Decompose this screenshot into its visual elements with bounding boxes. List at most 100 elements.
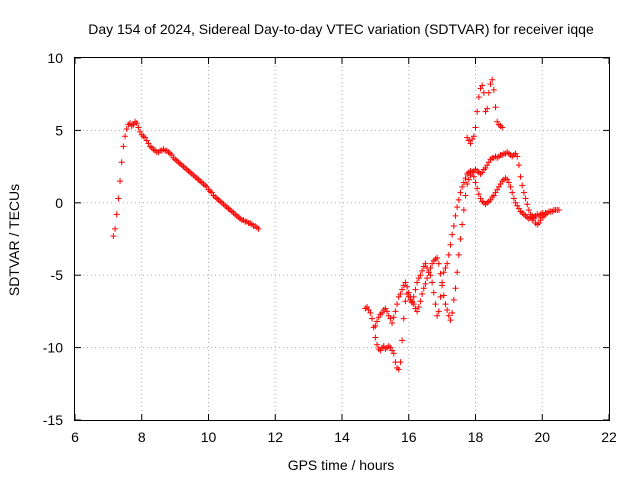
chart-title: Day 154 of 2024, Sidereal Day-to-day VTE… bbox=[88, 21, 594, 37]
data-point bbox=[440, 269, 447, 276]
data-point bbox=[524, 201, 531, 208]
data-point bbox=[412, 286, 419, 293]
data-point bbox=[462, 175, 469, 182]
y-tick-label: 10 bbox=[47, 50, 63, 66]
x-tick-label: 8 bbox=[138, 429, 146, 445]
x-tick-label: 10 bbox=[201, 429, 217, 445]
data-point bbox=[519, 182, 526, 189]
y-tick-label: -10 bbox=[43, 340, 63, 356]
data-point bbox=[474, 108, 481, 115]
data-point bbox=[414, 279, 421, 286]
series-arc-3 bbox=[372, 149, 549, 329]
data-point bbox=[395, 366, 402, 373]
data-point bbox=[407, 293, 414, 300]
x-tick-label: 18 bbox=[468, 429, 484, 445]
data-point bbox=[470, 133, 477, 140]
data-point bbox=[472, 179, 479, 186]
x-tick-label: 14 bbox=[334, 429, 350, 445]
data-point bbox=[520, 189, 527, 196]
data-point bbox=[390, 350, 397, 357]
data-point bbox=[449, 309, 456, 316]
data-point bbox=[397, 291, 404, 298]
data-point bbox=[444, 306, 451, 313]
data-point bbox=[374, 341, 381, 348]
data-point bbox=[465, 176, 472, 183]
data-point bbox=[455, 251, 462, 258]
data-point bbox=[419, 267, 426, 274]
data-point bbox=[372, 334, 379, 341]
data-point bbox=[397, 359, 404, 366]
data-point bbox=[414, 308, 421, 315]
x-tick-label: 22 bbox=[601, 429, 617, 445]
series-arc-1 bbox=[110, 118, 262, 240]
data-point bbox=[389, 319, 396, 326]
data-point bbox=[394, 301, 401, 308]
data-point bbox=[384, 308, 391, 315]
data-point bbox=[489, 76, 496, 83]
data-point bbox=[454, 269, 461, 276]
data-point bbox=[470, 173, 477, 180]
data-point bbox=[110, 233, 117, 240]
data-point bbox=[484, 105, 491, 112]
data-series bbox=[110, 76, 562, 373]
data-point bbox=[530, 215, 537, 222]
data-point bbox=[485, 89, 492, 96]
data-point bbox=[450, 222, 457, 229]
data-point bbox=[522, 195, 529, 202]
data-point bbox=[399, 337, 406, 344]
data-point bbox=[462, 192, 469, 199]
data-point bbox=[505, 179, 512, 186]
data-point bbox=[457, 236, 464, 242]
data-point bbox=[459, 183, 466, 190]
data-point bbox=[492, 104, 499, 111]
data-point bbox=[415, 304, 422, 311]
data-point bbox=[499, 124, 506, 131]
data-point bbox=[454, 204, 461, 211]
data-point bbox=[400, 315, 407, 322]
data-point bbox=[452, 285, 459, 292]
data-point bbox=[459, 221, 466, 228]
data-point bbox=[434, 254, 441, 261]
data-point bbox=[405, 289, 412, 296]
data-point bbox=[450, 296, 457, 303]
data-point bbox=[123, 125, 130, 132]
data-point bbox=[464, 180, 471, 187]
data-point bbox=[480, 89, 487, 96]
data-point bbox=[445, 251, 452, 258]
data-point bbox=[437, 293, 444, 300]
data-point bbox=[510, 195, 517, 202]
data-point bbox=[479, 82, 486, 89]
data-point bbox=[517, 173, 524, 180]
data-point bbox=[442, 301, 449, 308]
data-point bbox=[474, 185, 481, 192]
data-point bbox=[555, 207, 562, 214]
data-point bbox=[387, 315, 394, 322]
data-point bbox=[404, 283, 411, 290]
x-tick-label: 6 bbox=[71, 429, 79, 445]
x-axis-label: GPS time / hours bbox=[288, 457, 395, 473]
data-point bbox=[410, 301, 417, 308]
x-tick-label: 20 bbox=[534, 429, 550, 445]
data-point bbox=[507, 183, 514, 190]
data-point bbox=[425, 269, 432, 276]
series-arc-4 bbox=[464, 76, 506, 147]
data-point bbox=[367, 309, 374, 316]
data-point bbox=[514, 153, 521, 160]
data-point bbox=[392, 308, 399, 315]
data-point bbox=[432, 301, 439, 308]
data-point bbox=[422, 280, 429, 287]
data-point bbox=[435, 260, 442, 267]
data-point bbox=[115, 195, 122, 202]
data-point bbox=[490, 86, 497, 93]
data-point bbox=[427, 264, 434, 271]
axis-tick-labels: 6 8 10 12 14 16 18 20 22 -15 -10 -5 0 5 10 bbox=[43, 50, 617, 445]
data-point bbox=[424, 275, 431, 282]
data-point bbox=[460, 207, 467, 214]
data-point bbox=[402, 298, 409, 305]
data-point bbox=[444, 260, 451, 267]
data-point bbox=[113, 211, 120, 218]
data-point bbox=[442, 264, 449, 271]
data-point bbox=[417, 272, 424, 279]
data-point bbox=[542, 211, 549, 218]
x-tick-label: 16 bbox=[401, 429, 417, 445]
